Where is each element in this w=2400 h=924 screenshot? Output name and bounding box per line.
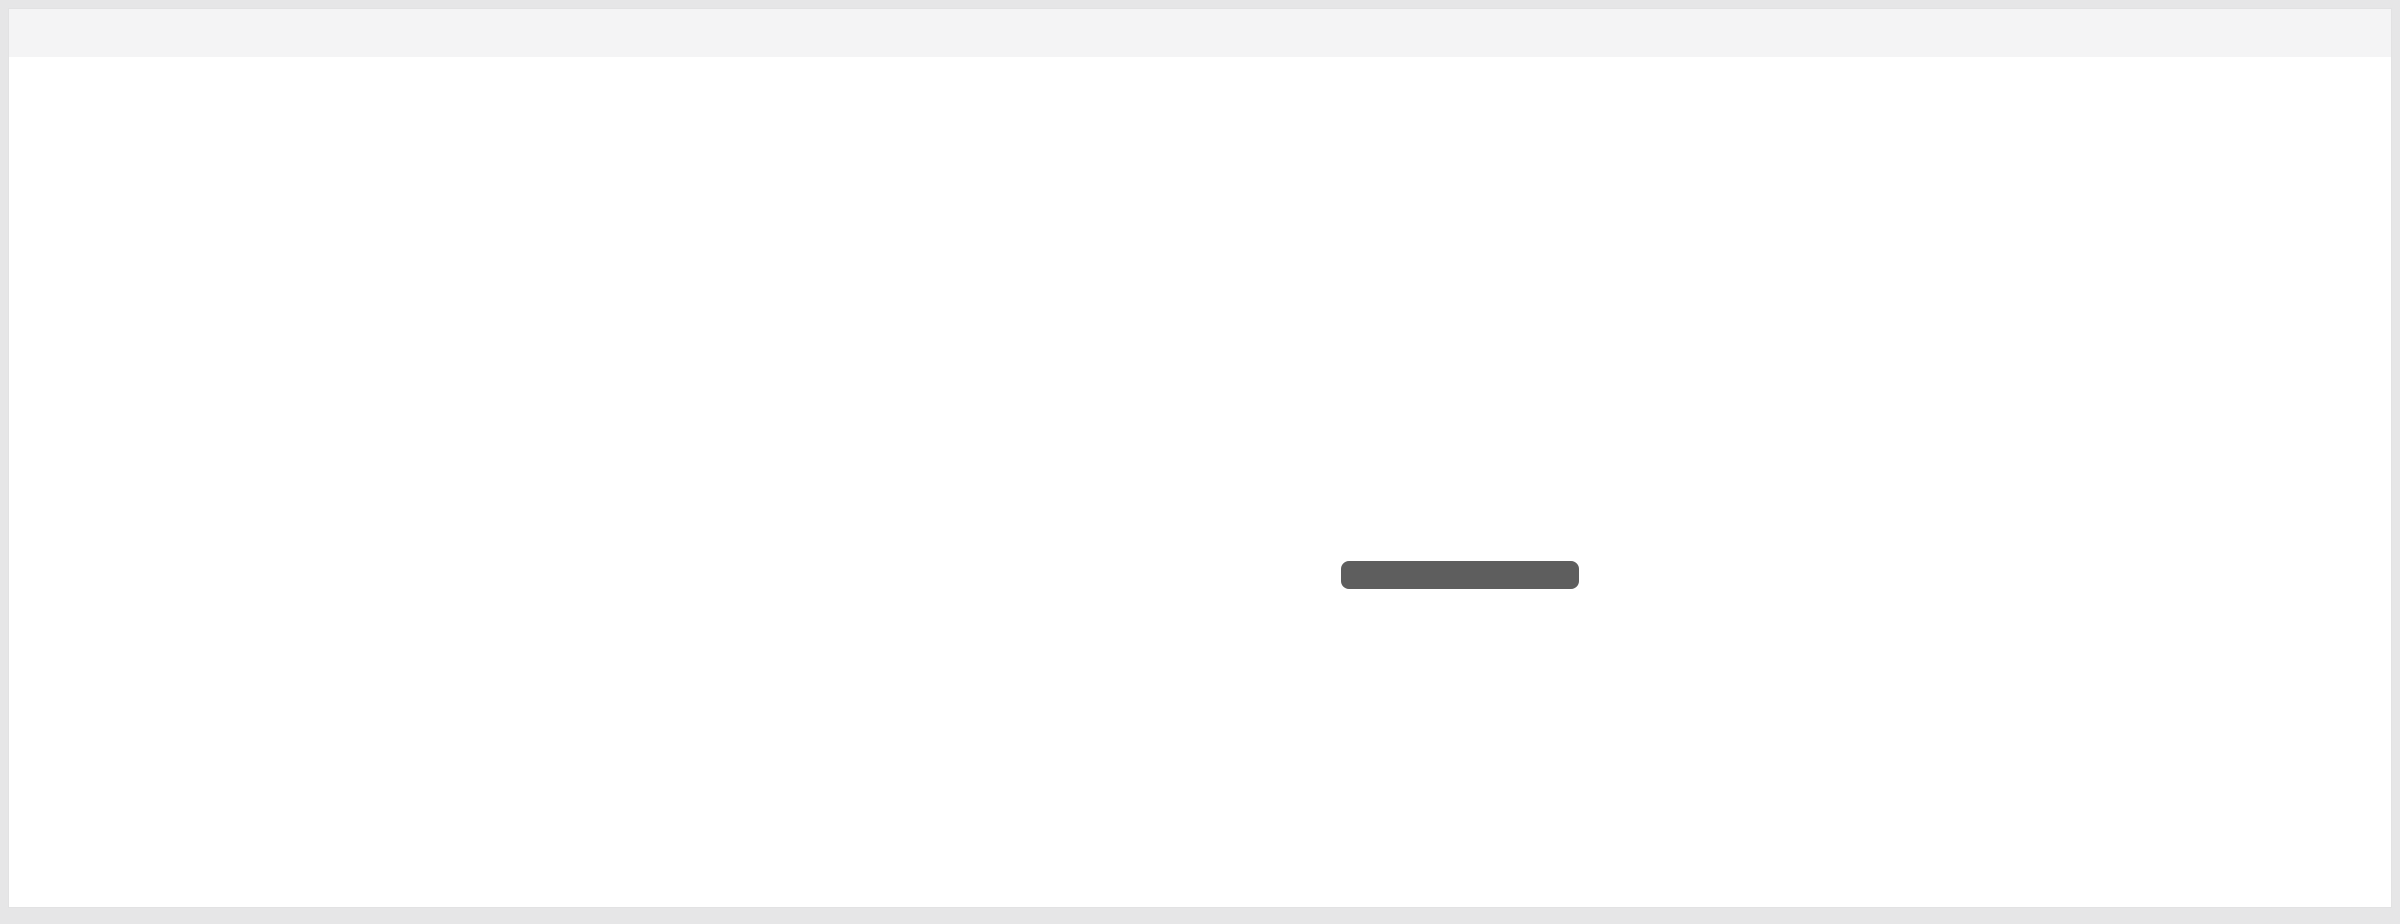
ranking-trend-line-chart[interactable] (9, 387, 1729, 924)
table-header (9, 9, 2391, 57)
page-distribution-donut-chart[interactable] (1709, 387, 2400, 924)
chart-tooltip (1341, 561, 1579, 589)
trend-section-header (9, 290, 2391, 387)
content-card (8, 8, 2392, 908)
